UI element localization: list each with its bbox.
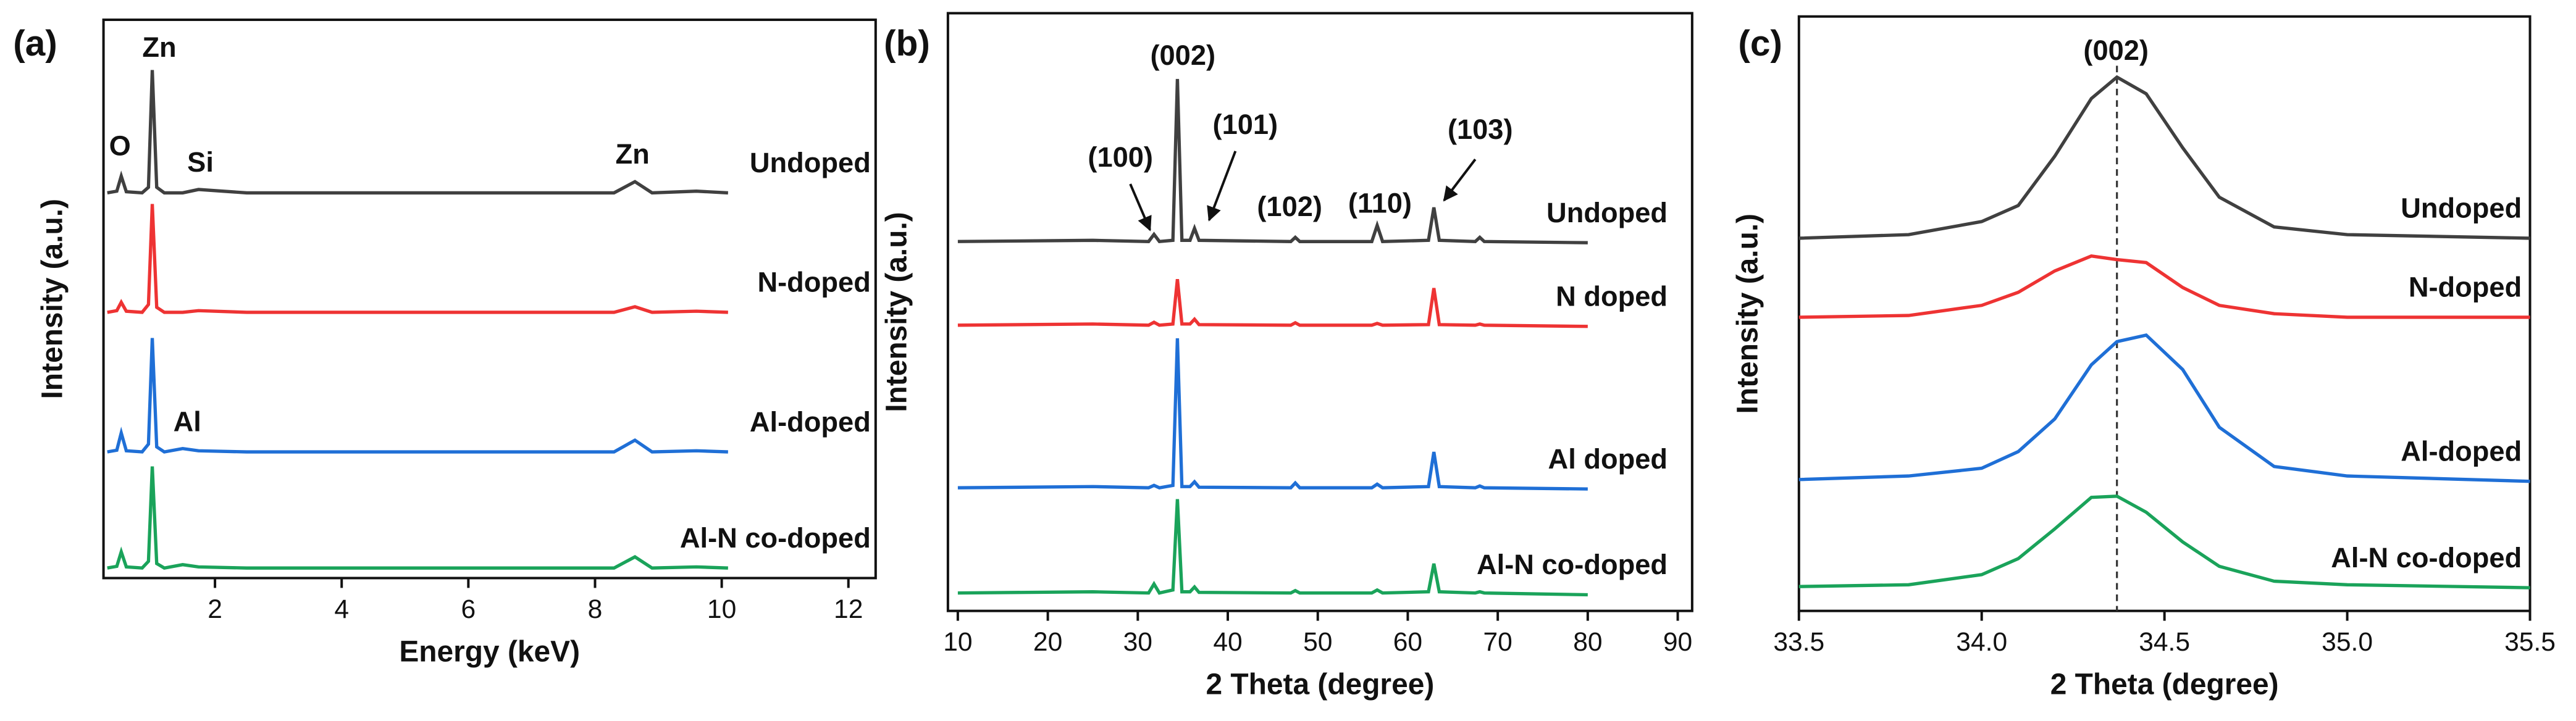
- y-axis-label: Intensity (a.u.): [1732, 214, 1764, 414]
- annotation: (110): [1348, 188, 1412, 219]
- series-line: [957, 338, 1588, 491]
- series-line: [1798, 75, 2530, 240]
- series-name: Al-N co-doped: [680, 522, 871, 554]
- x-tick-label: 30: [1123, 627, 1152, 657]
- panel-label: (b): [884, 23, 930, 64]
- annotation: O: [109, 130, 131, 161]
- x-tick-label: 20: [1033, 627, 1062, 657]
- plot-frame: [1797, 15, 2532, 612]
- series-name: Undoped: [1546, 197, 1668, 228]
- series-name: N-doped: [2409, 272, 2522, 303]
- x-tick-label: 80: [1573, 627, 1602, 657]
- arrow: [1129, 183, 1152, 231]
- series-name: Al doped: [1548, 443, 1668, 475]
- series-name: Al-N co-doped: [2331, 542, 2522, 573]
- annotation: (100): [1088, 141, 1153, 173]
- x-tick-label: 50: [1303, 627, 1332, 657]
- x-axis-label: 2 Theta (degree): [1206, 669, 1434, 701]
- series-line: [107, 466, 728, 570]
- y-axis-label: Intensity (a.u.): [36, 199, 69, 399]
- series-name: Al-N co-doped: [1477, 549, 1668, 580]
- series-line: [957, 279, 1588, 328]
- panel-label: (a): [13, 23, 57, 64]
- annotation: (103): [1448, 114, 1513, 145]
- y-axis-label: Intensity (a.u.): [881, 212, 913, 412]
- x-tick-label: 8: [588, 594, 603, 624]
- series-line: [107, 338, 728, 454]
- x-tick-label: 40: [1213, 627, 1242, 657]
- x-tick-label: 12: [834, 594, 863, 624]
- x-tick-label: 6: [461, 594, 476, 624]
- annotation: Si: [187, 146, 214, 178]
- x-tick-label: 34.0: [1956, 627, 2007, 657]
- series-name: Undoped: [750, 147, 871, 178]
- series-line: [1798, 494, 2530, 590]
- series-line: [107, 204, 728, 314]
- annotation: (101): [1213, 109, 1278, 140]
- x-tick-label: 10: [943, 627, 972, 657]
- annotation: (002): [2083, 35, 2149, 66]
- x-tick-label: 4: [334, 594, 349, 624]
- plot-frame: [102, 19, 877, 580]
- x-tick-label: 35.0: [2322, 627, 2373, 657]
- arrow: [1443, 158, 1477, 202]
- x-tick-label: 10: [707, 594, 736, 624]
- annotation: Zn: [142, 31, 176, 63]
- series-line: [1798, 254, 2530, 319]
- x-tick-label: 33.5: [1773, 627, 1824, 657]
- x-axis-label: Energy (keV): [399, 635, 580, 668]
- x-tick-label: 34.5: [2139, 627, 2190, 657]
- arrow: [1207, 151, 1237, 222]
- x-tick-label: 2: [208, 594, 222, 624]
- series-name: Al-doped: [2401, 435, 2522, 467]
- x-tick-label: 35.5: [2504, 627, 2556, 657]
- annotation: Zn: [616, 138, 650, 170]
- x-tick-label: 90: [1663, 627, 1692, 657]
- panel-label: (c): [1738, 23, 1782, 64]
- series-line: [1798, 333, 2530, 483]
- series-name: N doped: [1556, 280, 1668, 312]
- annotation: (002): [1150, 40, 1215, 71]
- x-tick-label: 60: [1393, 627, 1422, 657]
- x-tick-label: 70: [1483, 627, 1512, 657]
- annotation: Al: [174, 406, 201, 437]
- series-line: [957, 499, 1588, 597]
- x-axis-label: 2 Theta (degree): [2050, 669, 2279, 701]
- series-name: N-doped: [757, 267, 870, 298]
- series-name: Undoped: [2401, 193, 2522, 224]
- series-line: [957, 78, 1588, 244]
- series-line: [107, 70, 728, 195]
- annotation: (102): [1257, 191, 1322, 222]
- series-name: Al-doped: [750, 406, 871, 438]
- plot-frame: [946, 12, 1693, 612]
